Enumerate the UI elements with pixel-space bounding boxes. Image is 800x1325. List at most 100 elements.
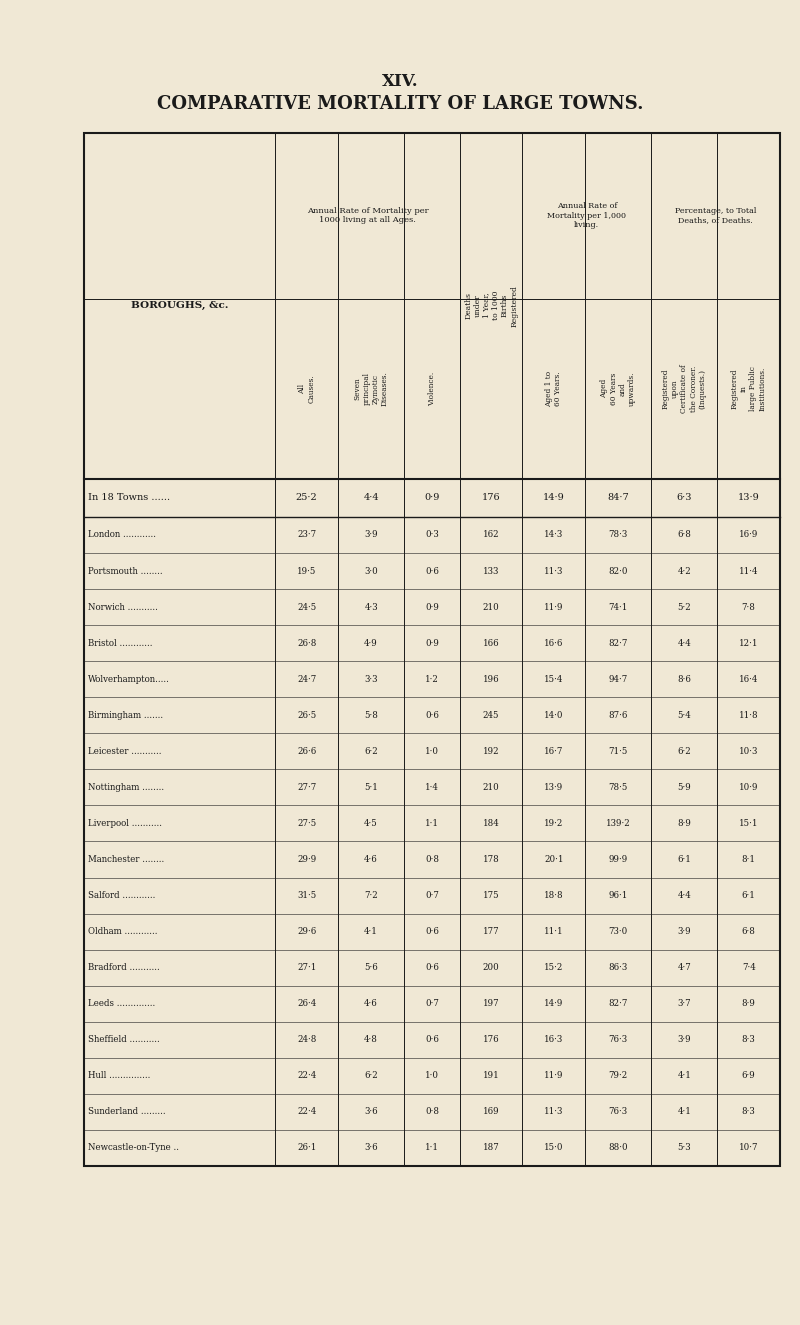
Text: 16·7: 16·7 <box>544 747 563 755</box>
Text: 0·6: 0·6 <box>425 963 439 973</box>
Text: 96·1: 96·1 <box>609 892 628 900</box>
Text: 14·3: 14·3 <box>544 530 563 539</box>
Text: 8·3: 8·3 <box>742 1035 755 1044</box>
Text: 11·1: 11·1 <box>544 927 564 937</box>
Text: 0·8: 0·8 <box>425 1108 439 1117</box>
Text: 4·3: 4·3 <box>364 603 378 612</box>
Text: 4·1: 4·1 <box>678 1072 691 1080</box>
Text: 25·2: 25·2 <box>296 493 318 502</box>
Text: 3·9: 3·9 <box>364 530 378 539</box>
Text: Bradford ...........: Bradford ........... <box>88 963 160 973</box>
Text: 1·1: 1·1 <box>425 1143 439 1153</box>
Text: Aged
60 Years
and
upwards.: Aged 60 Years and upwards. <box>600 371 636 405</box>
Text: 4·4: 4·4 <box>363 493 379 502</box>
Text: 3·6: 3·6 <box>364 1143 378 1153</box>
Text: 197: 197 <box>483 999 499 1008</box>
Text: 1·1: 1·1 <box>425 819 439 828</box>
Text: 16·4: 16·4 <box>739 674 758 684</box>
Text: 177: 177 <box>483 927 499 937</box>
Text: Registered
upon
Certificate of
the Coroner.
(Inquests.): Registered upon Certificate of the Coron… <box>662 364 706 413</box>
Text: 6·8: 6·8 <box>678 530 691 539</box>
Text: Wolverhampton.....: Wolverhampton..... <box>88 674 170 684</box>
Text: Norwich ...........: Norwich ........... <box>88 603 158 612</box>
Text: 5·1: 5·1 <box>364 783 378 792</box>
Text: 1·2: 1·2 <box>425 674 439 684</box>
Text: Leeds ..............: Leeds .............. <box>88 999 155 1008</box>
Text: Liverpool ...........: Liverpool ........... <box>88 819 162 828</box>
Text: 169: 169 <box>483 1108 499 1117</box>
Text: 15·0: 15·0 <box>544 1143 563 1153</box>
Text: 4·5: 4·5 <box>364 819 378 828</box>
Text: 78·3: 78·3 <box>609 530 628 539</box>
Text: Sunderland .........: Sunderland ......... <box>88 1108 166 1117</box>
Text: 11·9: 11·9 <box>544 1072 563 1080</box>
Text: 84·7: 84·7 <box>607 493 629 502</box>
Text: 4·2: 4·2 <box>678 567 691 575</box>
Text: 15·1: 15·1 <box>739 819 758 828</box>
Text: 11·4: 11·4 <box>739 567 758 575</box>
Text: Aged 1 to
60 Years.: Aged 1 to 60 Years. <box>546 371 562 407</box>
Text: 0·7: 0·7 <box>425 999 439 1008</box>
Text: Sheffield ...........: Sheffield ........... <box>88 1035 160 1044</box>
Text: 0·6: 0·6 <box>425 927 439 937</box>
Text: 6·2: 6·2 <box>364 1072 378 1080</box>
Text: 0·8: 0·8 <box>425 855 439 864</box>
Text: Annual Rate of
Mortality per 1,000
living.: Annual Rate of Mortality per 1,000 livin… <box>547 203 626 229</box>
Text: XIV.: XIV. <box>382 73 418 90</box>
Text: Hull ...............: Hull ............... <box>88 1072 150 1080</box>
Text: 14·0: 14·0 <box>544 710 563 719</box>
Text: 245: 245 <box>483 710 499 719</box>
Text: 5·2: 5·2 <box>678 603 691 612</box>
Text: 178: 178 <box>482 855 499 864</box>
Text: 0·6: 0·6 <box>425 710 439 719</box>
Text: In 18 Towns ......: In 18 Towns ...... <box>88 493 170 502</box>
Text: 6·1: 6·1 <box>678 855 691 864</box>
Text: 196: 196 <box>483 674 499 684</box>
Text: 11·3: 11·3 <box>544 1108 563 1117</box>
Text: 3·9: 3·9 <box>678 1035 691 1044</box>
Text: 14·9: 14·9 <box>544 999 563 1008</box>
Text: Violence.: Violence. <box>428 371 436 405</box>
Text: 6·8: 6·8 <box>742 927 756 937</box>
Text: 6·2: 6·2 <box>678 747 691 755</box>
Text: 210: 210 <box>482 603 499 612</box>
Text: 22·4: 22·4 <box>297 1072 316 1080</box>
Text: 13·9: 13·9 <box>738 493 759 502</box>
Text: Birmingham .......: Birmingham ....... <box>88 710 163 719</box>
Text: 18·8: 18·8 <box>544 892 564 900</box>
Text: 20·1: 20·1 <box>544 855 563 864</box>
Text: 8·9: 8·9 <box>742 999 756 1008</box>
Text: 0·9: 0·9 <box>425 639 439 648</box>
Text: 8·6: 8·6 <box>678 674 691 684</box>
Text: 24·8: 24·8 <box>297 1035 317 1044</box>
Text: 210: 210 <box>482 783 499 792</box>
Text: 3·7: 3·7 <box>678 999 691 1008</box>
Text: 1·0: 1·0 <box>425 1072 439 1080</box>
Text: 94·7: 94·7 <box>609 674 628 684</box>
Text: 3·3: 3·3 <box>364 674 378 684</box>
Text: Bristol ............: Bristol ............ <box>88 639 153 648</box>
Text: 5·8: 5·8 <box>364 710 378 719</box>
Text: 99·9: 99·9 <box>609 855 628 864</box>
Text: 6·1: 6·1 <box>742 892 756 900</box>
Text: 4·1: 4·1 <box>678 1108 691 1117</box>
Text: 71·5: 71·5 <box>609 747 628 755</box>
Text: 5·9: 5·9 <box>678 783 691 792</box>
Text: 82·0: 82·0 <box>609 567 628 575</box>
Text: 4·6: 4·6 <box>364 999 378 1008</box>
Text: 31·5: 31·5 <box>297 892 316 900</box>
Text: 86·3: 86·3 <box>609 963 628 973</box>
Text: 78·5: 78·5 <box>609 783 628 792</box>
Text: Manchester ........: Manchester ........ <box>88 855 164 864</box>
Text: 15·2: 15·2 <box>544 963 563 973</box>
Text: 87·6: 87·6 <box>609 710 628 719</box>
Text: 0·6: 0·6 <box>425 567 439 575</box>
Text: 191: 191 <box>482 1072 499 1080</box>
Text: 4·4: 4·4 <box>678 639 691 648</box>
Text: 11·8: 11·8 <box>739 710 758 719</box>
Text: 3·6: 3·6 <box>364 1108 378 1117</box>
Text: Seven
principal
Zymotic
Diseases.: Seven principal Zymotic Diseases. <box>354 371 389 407</box>
Text: 176: 176 <box>482 493 501 502</box>
Text: 6·9: 6·9 <box>742 1072 755 1080</box>
Text: 4·8: 4·8 <box>364 1035 378 1044</box>
